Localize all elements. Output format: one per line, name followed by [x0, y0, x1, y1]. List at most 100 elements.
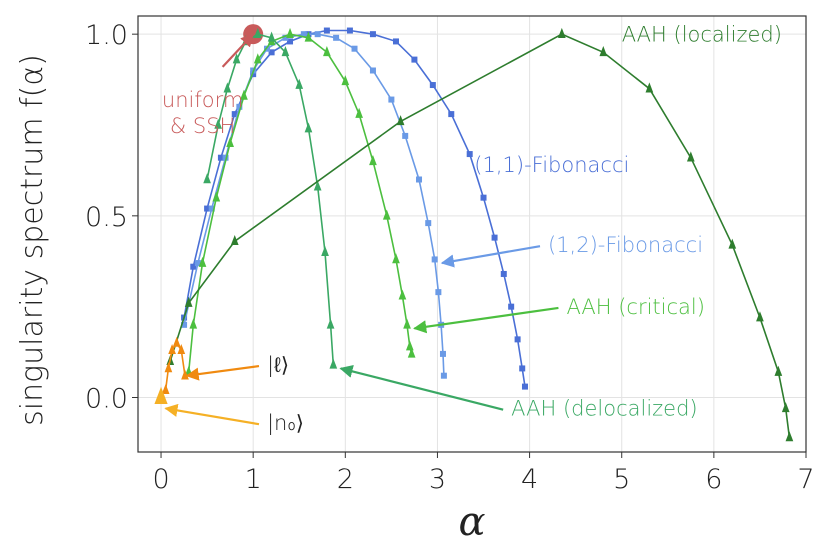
data-point-aah-critical — [240, 89, 248, 100]
data-point-aah-critical — [355, 107, 363, 118]
data-point-1-2-fibonacci — [369, 67, 376, 74]
data-point-1-2-fibonacci — [314, 31, 321, 38]
y-tick-label: 0.5 — [85, 202, 128, 233]
data-point-aah-localized — [645, 82, 654, 93]
data-point-1-2-fibonacci — [440, 372, 447, 379]
data-point-1-2-fibonacci — [333, 34, 340, 41]
series-layer — [154, 24, 794, 442]
data-point-1-2-fibonacci — [425, 220, 432, 227]
data-point-1-1-fibonacci — [268, 49, 275, 56]
series-line-1-2-fibonacci — [183, 33, 445, 376]
y-axis-label: singularity spectrum f(α) — [15, 54, 50, 426]
data-point-1-1-fibonacci — [411, 56, 418, 63]
x-tick-label: 3 — [429, 464, 446, 495]
annotation-6-arrow — [185, 364, 260, 381]
series-line-aah-delocalized — [206, 33, 335, 365]
data-point-aah-critical — [398, 289, 407, 300]
data-point-aah-localized — [756, 311, 764, 322]
annotation-7-arrow — [164, 403, 260, 426]
x-tick-label: 6 — [705, 464, 722, 495]
data-point-aah-critical — [341, 75, 350, 86]
grid — [138, 16, 807, 452]
annotation-0-label: & SSH — [170, 114, 236, 138]
data-point-1-2-fibonacci — [236, 103, 243, 110]
data-point-aah-localized — [728, 238, 737, 249]
plot-frame — [137, 15, 807, 453]
data-point-n — [154, 386, 168, 404]
annotation-6-label: |ℓ⟩ — [267, 353, 289, 378]
annotation-7-label: |n₀⟩ — [267, 411, 304, 436]
data-point-aah-delocalized — [313, 180, 322, 191]
data-point-1-2-fibonacci — [208, 205, 215, 212]
data-point-1-1-fibonacci — [392, 38, 399, 45]
data-point-1-1-fibonacci — [519, 365, 526, 372]
data-point-aah-delocalized — [253, 27, 262, 38]
data-point-1-1-fibonacci — [491, 234, 498, 241]
data-point-1-1-fibonacci — [448, 111, 455, 118]
data-point-1-2-fibonacci — [431, 256, 438, 263]
data-point-1-2-fibonacci — [439, 350, 446, 357]
data-point-1-2-fibonacci — [435, 289, 442, 296]
data-point-1-1-fibonacci — [204, 205, 211, 212]
x-tick-label: 4 — [521, 464, 538, 495]
data-point-aah-delocalized — [304, 122, 313, 133]
data-point-aah-delocalized — [281, 46, 290, 57]
annotations: uniform& SSH (1,1)-Fibonacci (1,2)-Fibonac… — [162, 22, 782, 436]
data-point-1-2-fibonacci — [388, 96, 395, 103]
data-point-aah-delocalized — [223, 82, 232, 93]
series-line-aah-critical — [187, 33, 413, 373]
data-point-aah-localized — [686, 151, 695, 162]
data-point-1-2-fibonacci — [181, 321, 188, 328]
data-point-1-1-fibonacci — [346, 27, 353, 34]
data-point-1-2-fibonacci — [402, 132, 409, 139]
data-point-aah-localized — [184, 296, 193, 307]
data-point-aah-delocalized — [329, 358, 338, 369]
x-tick-label: 7 — [797, 464, 814, 495]
data-point-aah-critical — [212, 191, 221, 202]
annotation-4-label: AAH (delocalized) — [511, 397, 697, 421]
data-point-aah-critical — [323, 46, 331, 57]
data-point-1-1-fibonacci — [287, 38, 294, 45]
data-point-aah-critical — [382, 209, 391, 220]
annotation-1-label: (1,1)-Fibonacci — [474, 153, 629, 177]
data-point-aah-localized — [774, 365, 783, 376]
data-point-1-1-fibonacci — [190, 263, 197, 270]
annotation-0-label: uniform — [162, 88, 243, 112]
x-axis-label: α — [458, 499, 485, 545]
data-point-series-6 — [164, 362, 173, 373]
data-point-aah-critical — [392, 253, 400, 264]
data-point-1-2-fibonacci — [282, 34, 289, 41]
data-point-1-2-fibonacci — [300, 31, 307, 38]
x-tick-label: 0 — [152, 464, 169, 495]
data-point-aah-delocalized — [321, 245, 329, 256]
annotation-0-arrow — [221, 33, 255, 68]
data-point-aah-delocalized — [203, 173, 211, 184]
data-point-aah-localized — [557, 27, 566, 38]
data-point-series-6 — [177, 343, 186, 355]
data-point-series-6 — [168, 343, 176, 355]
x-tick-label: 5 — [613, 464, 630, 495]
data-point-aah-critical — [405, 340, 414, 351]
annotation-4-arrow — [339, 364, 504, 411]
data-point-aah-delocalized — [232, 53, 241, 64]
data-point-aah-delocalized — [214, 118, 223, 129]
data-point-aah-critical — [403, 318, 411, 329]
data-point-1-1-fibonacci — [323, 27, 330, 34]
data-point-1-1-fibonacci — [231, 111, 238, 118]
y-tick-label: 0.0 — [85, 384, 128, 415]
axis-ticks: 0 1 2 3 4 5 6 7 0.0 0.5 1.0 — [85, 20, 815, 495]
data-point-1-1-fibonacci — [369, 31, 376, 38]
data-point-aah-localized — [230, 234, 239, 246]
annotation-2-label: (1,2)-Fibonacci — [548, 233, 703, 257]
data-point-aah-localized — [396, 115, 405, 126]
data-point-aah-delocalized — [295, 78, 304, 89]
data-point-1-2-fibonacci — [416, 176, 423, 183]
x-tick-label: 1 — [245, 464, 262, 495]
data-point-aah-critical — [198, 256, 207, 267]
data-point-aah-critical — [286, 27, 294, 38]
annotation-5-label: AAH (localized) — [622, 22, 782, 46]
data-point-1-1-fibonacci — [466, 151, 473, 158]
data-point-aah-localized — [785, 431, 794, 442]
data-point-1-1-fibonacci — [521, 383, 528, 390]
